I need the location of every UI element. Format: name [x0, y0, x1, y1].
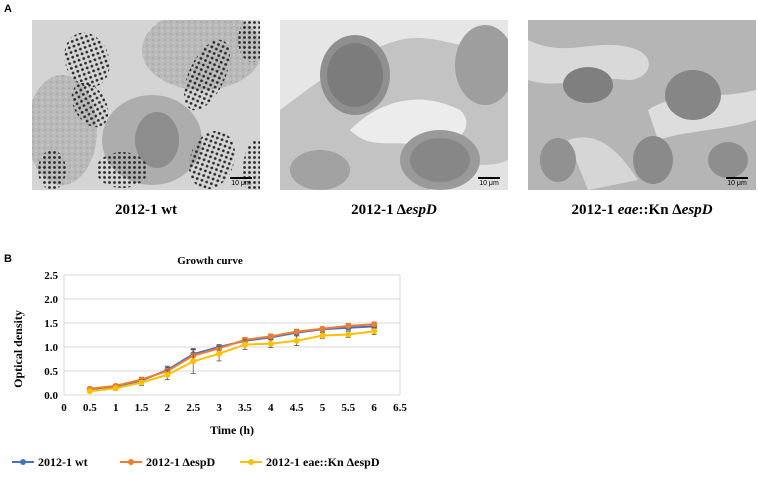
micrograph-eae-espd-image [528, 20, 756, 190]
scale-bar: 10 μm [230, 177, 252, 187]
x-tick-label: 3.5 [238, 402, 252, 414]
data-point [345, 331, 352, 338]
data-point [241, 341, 248, 348]
data-point [86, 388, 93, 395]
y-axis-label: Optical density [11, 310, 25, 388]
series-line [89, 323, 375, 390]
x-tick-label: 5.5 [341, 402, 355, 414]
panel-a-label: A [4, 3, 12, 15]
x-tick-label: 6 [371, 402, 377, 414]
data-point [371, 328, 378, 335]
legend-label: 2012-1 ΔespD [146, 455, 216, 469]
data-point [138, 379, 145, 386]
data-point [319, 332, 326, 339]
x-tick-labels: 0 0.5 1 1.5 2 2.5 3 3.5 4 4.5 5 5.5 6 6.5 [61, 402, 407, 414]
series-1 [86, 321, 378, 392]
data-point [164, 371, 171, 378]
data-point [293, 328, 300, 335]
y-tick-label: 0.0 [44, 390, 58, 402]
x-tick-label: 6.5 [393, 402, 407, 414]
scale-bar: 10 μm [478, 177, 500, 187]
chart-title: Growth curve [177, 255, 243, 267]
growth-curve-chart: Growth curve 0.0 0.5 1.0 1.5 2.0 2.5 0 0.5 1 1.5… [11, 255, 407, 469]
x-tick-label: 4 [268, 402, 274, 414]
y-tick-label: 1.0 [44, 342, 58, 354]
legend-marker [248, 459, 254, 465]
panel-b-label: B [4, 253, 12, 265]
chart-series [86, 321, 378, 395]
y-tick-label: 2.0 [44, 294, 58, 306]
x-tick-label: 1 [113, 402, 119, 414]
data-point [216, 350, 223, 357]
x-tick-label: 5 [320, 402, 326, 414]
micrograph-wt: 10 μm [32, 20, 260, 190]
x-tick-label: 2 [165, 402, 171, 414]
legend-label: 2012-1 wt [38, 455, 88, 469]
data-point [319, 325, 326, 332]
legend-marker [128, 459, 134, 465]
data-point [371, 321, 378, 328]
x-tick-label: 3 [216, 402, 222, 414]
x-tick-label: 2.5 [186, 402, 200, 414]
data-point [267, 333, 274, 340]
x-tick-label: 0.5 [83, 402, 97, 414]
caption-eae-espd: 2012-1 eae::Kn ΔespD [571, 202, 713, 218]
series-line [89, 330, 375, 393]
y-tick-labels: 0.0 0.5 1.0 1.5 2.0 2.5 [44, 270, 58, 402]
y-tick-label: 2.5 [44, 270, 58, 282]
micrograph-wt-image [32, 20, 260, 190]
caption-wt: 2012-1 wt [114, 202, 178, 218]
caption-espd: 2012-1 ΔespD [351, 202, 437, 218]
x-axis-label: Time (h) [210, 423, 254, 437]
x-tick-label: 4.5 [290, 402, 304, 414]
legend-marker [20, 459, 26, 465]
data-point [345, 322, 352, 329]
data-point [112, 385, 119, 392]
micrograph-eae-espd: 10 μm [528, 20, 756, 190]
legend-label: 2012-1 eae::Kn ΔespD [266, 455, 380, 469]
scale-bar: 10 μm [726, 177, 748, 187]
chart-legend: 2012-1 wt 2012-1 ΔespD 2012-1 eae::Kn Δesp… [12, 455, 380, 469]
data-point [267, 340, 274, 347]
data-point [293, 337, 300, 344]
y-tick-label: 0.5 [44, 366, 58, 378]
x-tick-label: 1.5 [135, 402, 149, 414]
data-point [190, 358, 197, 365]
micrograph-espd-image [280, 20, 508, 190]
y-tick-label: 1.5 [44, 318, 58, 330]
chart-grid [63, 274, 401, 396]
micrograph-espd: 10 μm [280, 20, 508, 190]
x-tick-label: 0 [61, 402, 67, 414]
series-2 [86, 327, 378, 395]
